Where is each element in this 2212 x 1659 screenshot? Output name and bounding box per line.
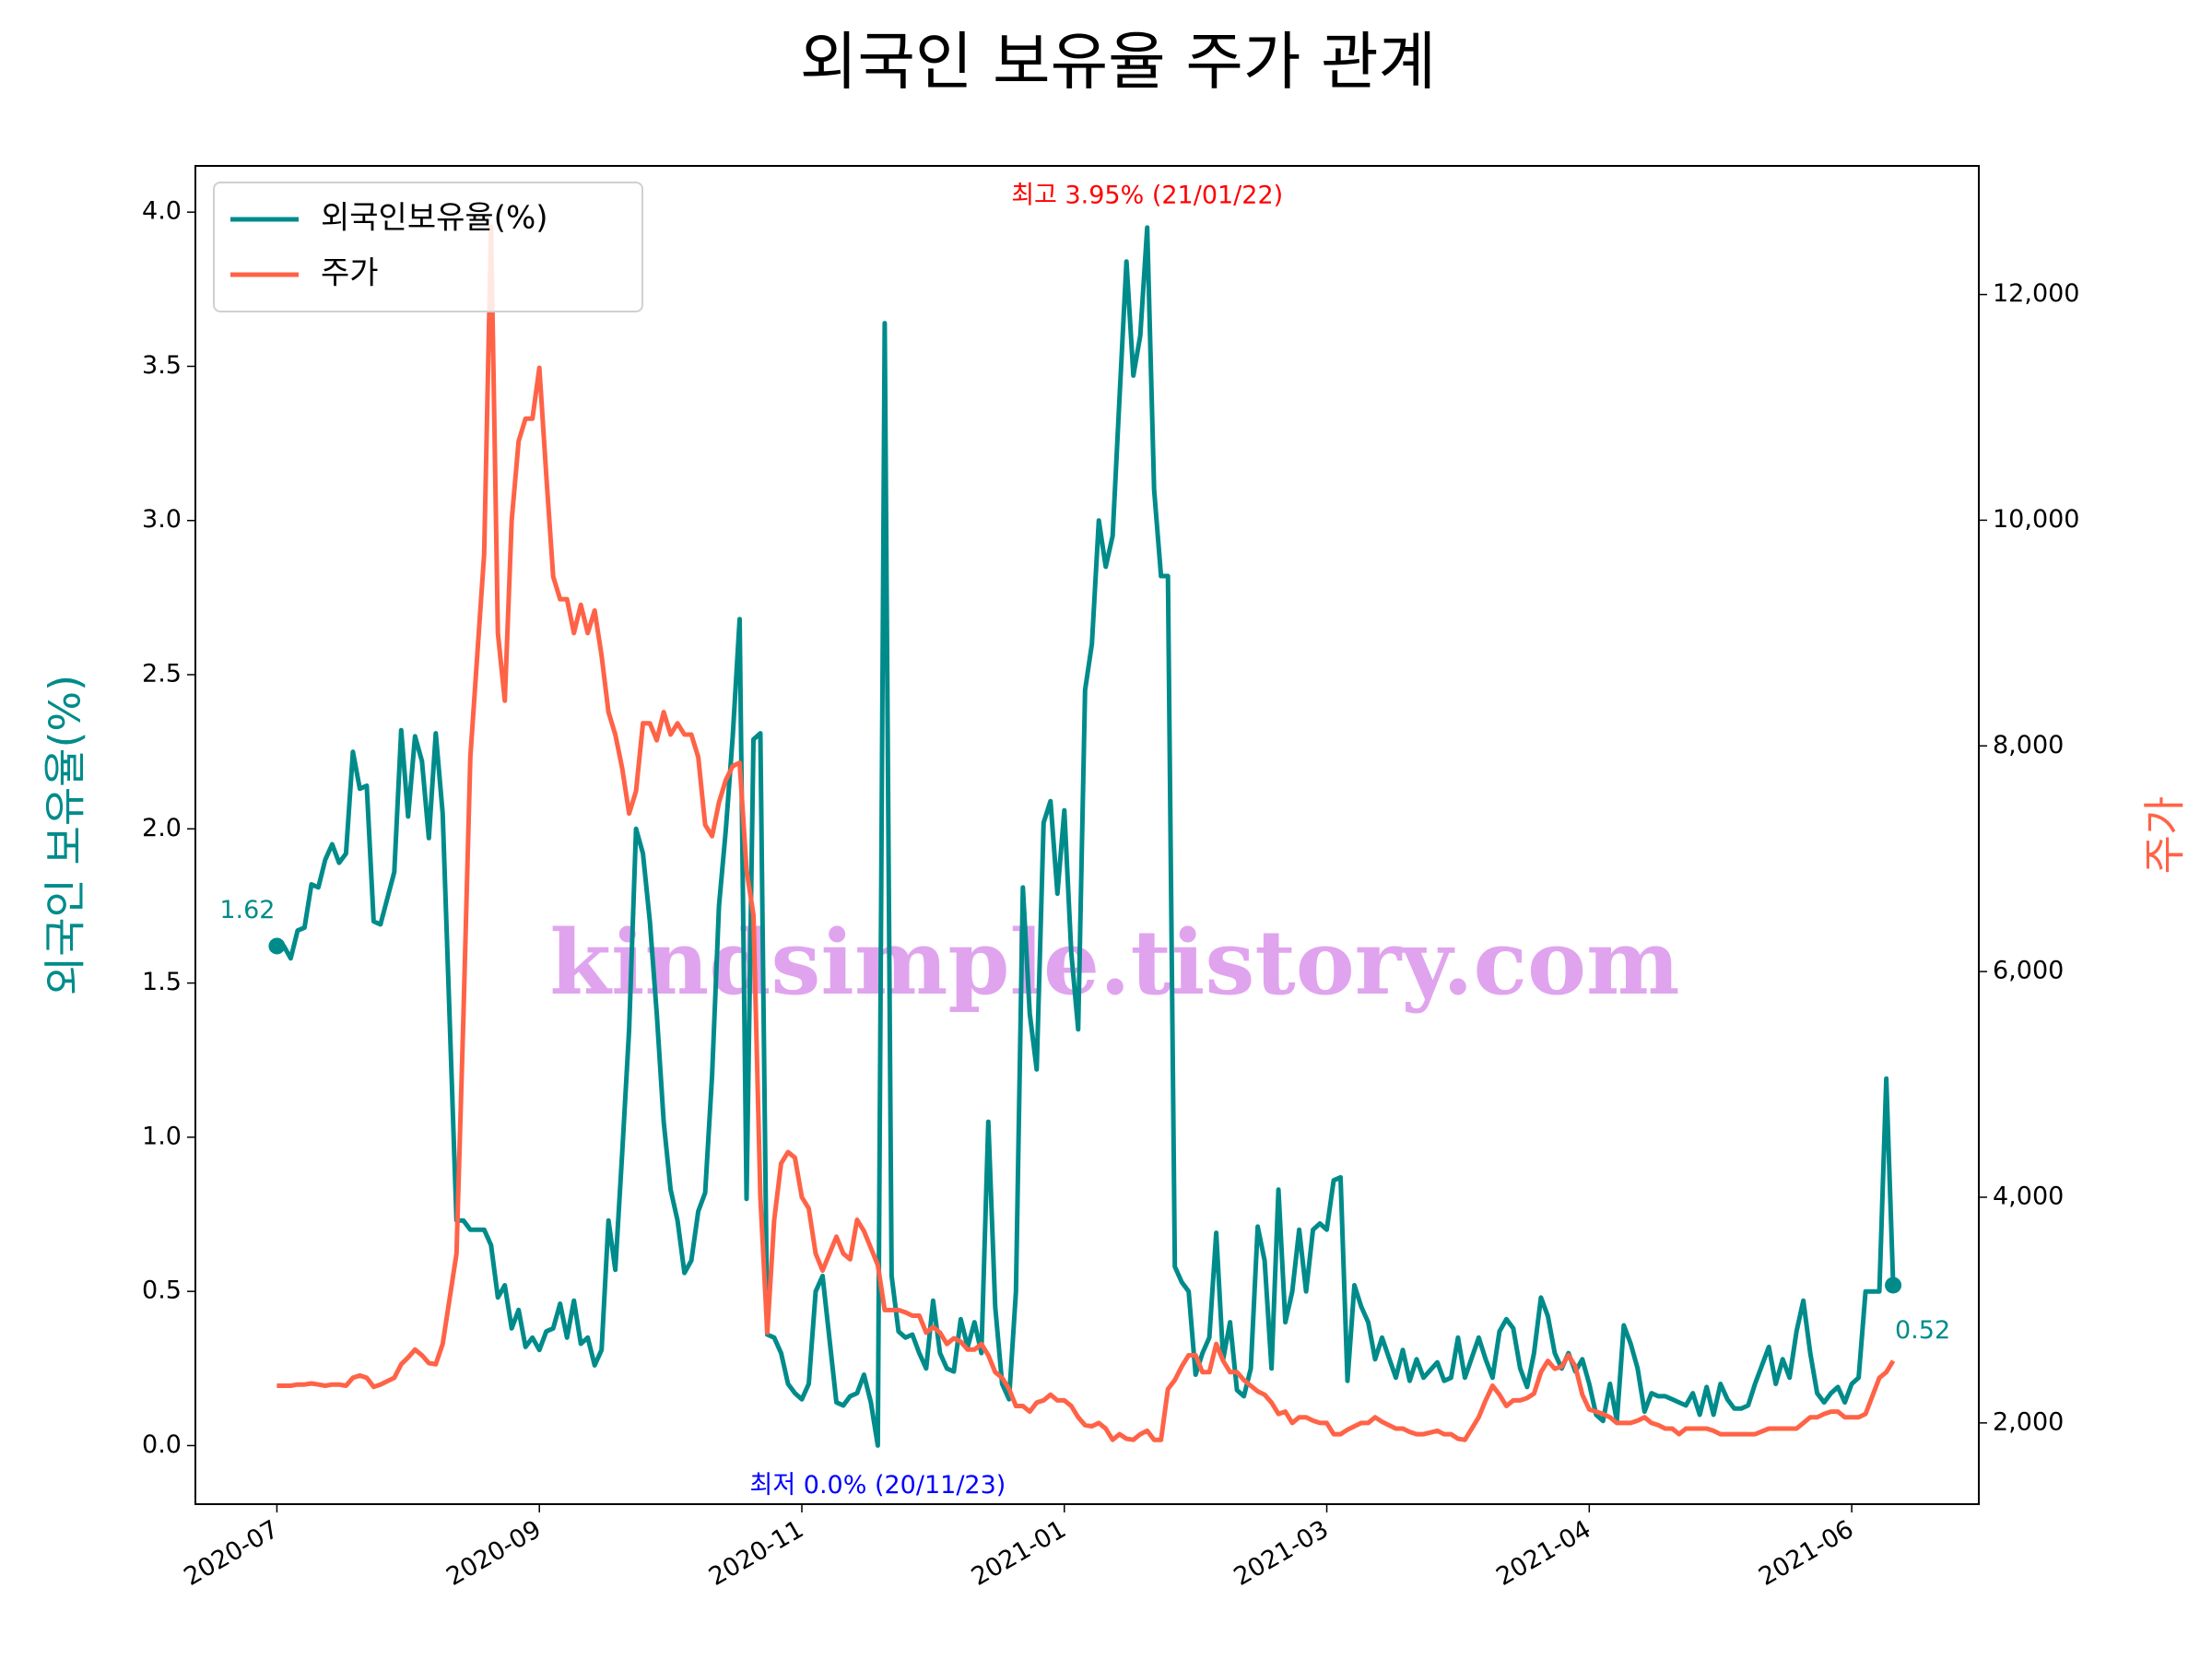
y-tick-label: 4.0	[142, 197, 182, 226]
plot-frame	[194, 165, 1980, 1505]
y-tick-label: 2.0	[142, 814, 182, 842]
legend-label: 주가	[321, 255, 379, 292]
annotation: 0.52	[1895, 1316, 1950, 1345]
y2-tick-label: 6,000	[1993, 957, 2064, 985]
y-tick-label: 3.5	[142, 351, 182, 380]
y2-tick-label: 2,000	[1993, 1407, 2064, 1436]
legend-label: 외국인보유율(%)	[321, 200, 548, 237]
annotation: 최고 3.95% (21/01/22)	[1011, 181, 1283, 209]
y-tick-label: 0.0	[142, 1430, 182, 1459]
end-point	[1885, 1277, 1902, 1294]
watermark: kindsimple.tistory.com	[549, 911, 1679, 1015]
annotation: 1.62	[219, 896, 275, 924]
annotation: 최저 0.0% (20/11/23)	[750, 1471, 1006, 1500]
legend-box	[213, 182, 643, 312]
y-axis-label: 외국인 보유율(%)	[41, 675, 90, 995]
y-tick-label: 1.5	[142, 968, 182, 996]
y-tick-label: 3.0	[142, 505, 182, 534]
y2-tick-label: 4,000	[1993, 1182, 2064, 1210]
y-tick-label: 0.5	[142, 1277, 182, 1305]
y2-tick-label: 8,000	[1993, 731, 2064, 759]
end-point	[268, 937, 286, 955]
line	[276, 224, 1896, 1442]
y2-tick-label: 12,000	[1993, 279, 2079, 308]
line	[276, 225, 1896, 1448]
y-tick-label: 1.0	[142, 1122, 182, 1150]
y-tick-label: 2.5	[142, 660, 182, 688]
y2-axis-label: 주가	[2140, 796, 2190, 875]
y2-tick-label: 10,000	[1993, 505, 2079, 534]
chart-title: 외국인 보유율 주가 관계	[800, 27, 1436, 100]
